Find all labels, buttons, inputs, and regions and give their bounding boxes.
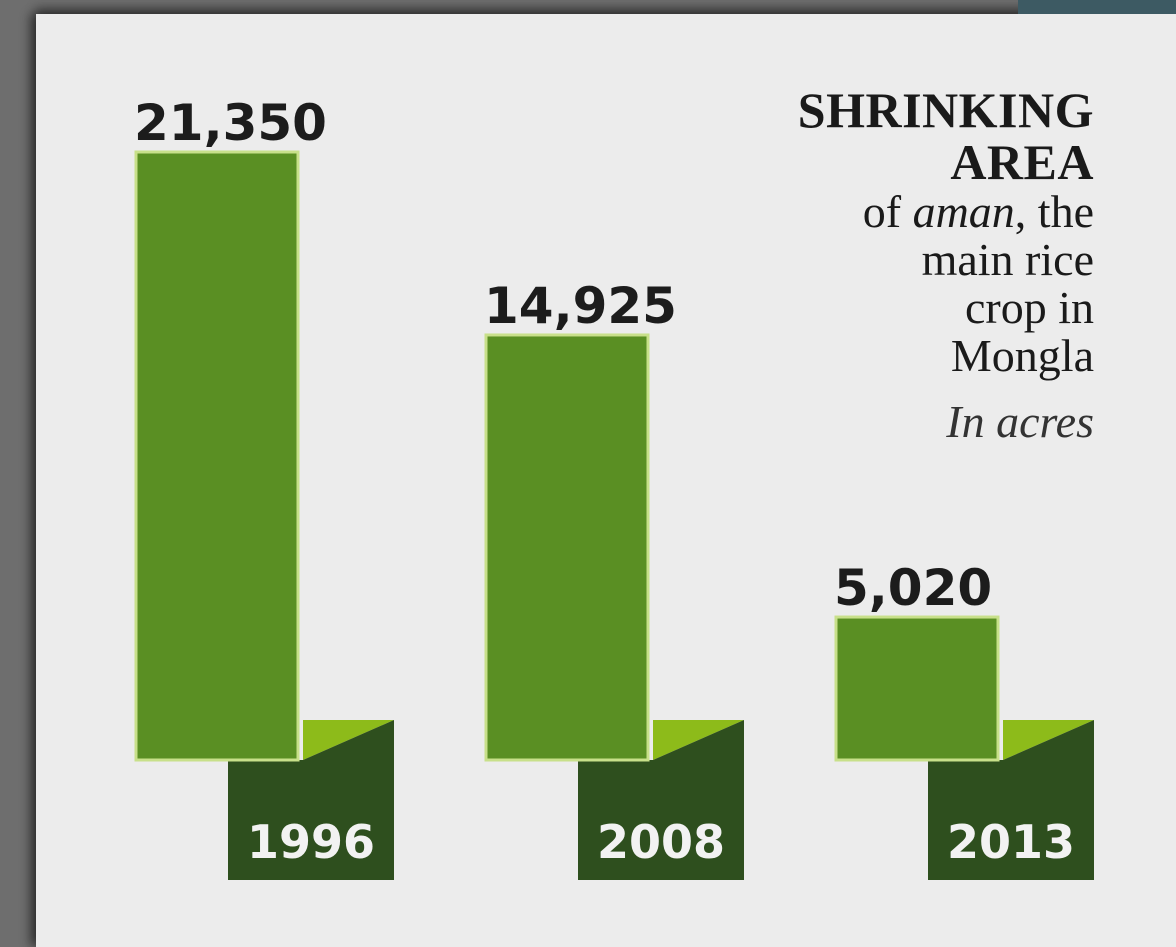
bar (134, 150, 300, 762)
subtitle-suffix: , the (1014, 186, 1094, 237)
chart-unit: In acres (946, 396, 1094, 447)
year-label: 1996 (247, 815, 375, 869)
chart-subtitle-line-4: Mongla (950, 330, 1094, 381)
chart-title-line-2: AREA (950, 134, 1094, 190)
subtitle-prefix: of (862, 186, 913, 237)
bar-value-label: 5,020 (834, 559, 992, 617)
chart-subtitle-line-1: of aman, the (674, 188, 1094, 236)
chart-subtitle-line-3: crop in (964, 282, 1094, 333)
year-label: 2013 (947, 815, 1075, 869)
corner-tab (1018, 0, 1176, 14)
bar-value-label: 21,350 (134, 94, 327, 152)
chart-subtitle-line-2: main rice (921, 234, 1094, 285)
year-label: 2008 (597, 815, 725, 869)
subtitle-crop-name: aman (912, 186, 1015, 237)
bar (834, 615, 1000, 762)
bar-value-label: 14,925 (484, 277, 677, 335)
bar (484, 333, 650, 762)
chart-title-line-1: SHRINKING (797, 82, 1094, 138)
title-block: SHRINKING AREA of aman, the main rice cr… (674, 84, 1094, 446)
